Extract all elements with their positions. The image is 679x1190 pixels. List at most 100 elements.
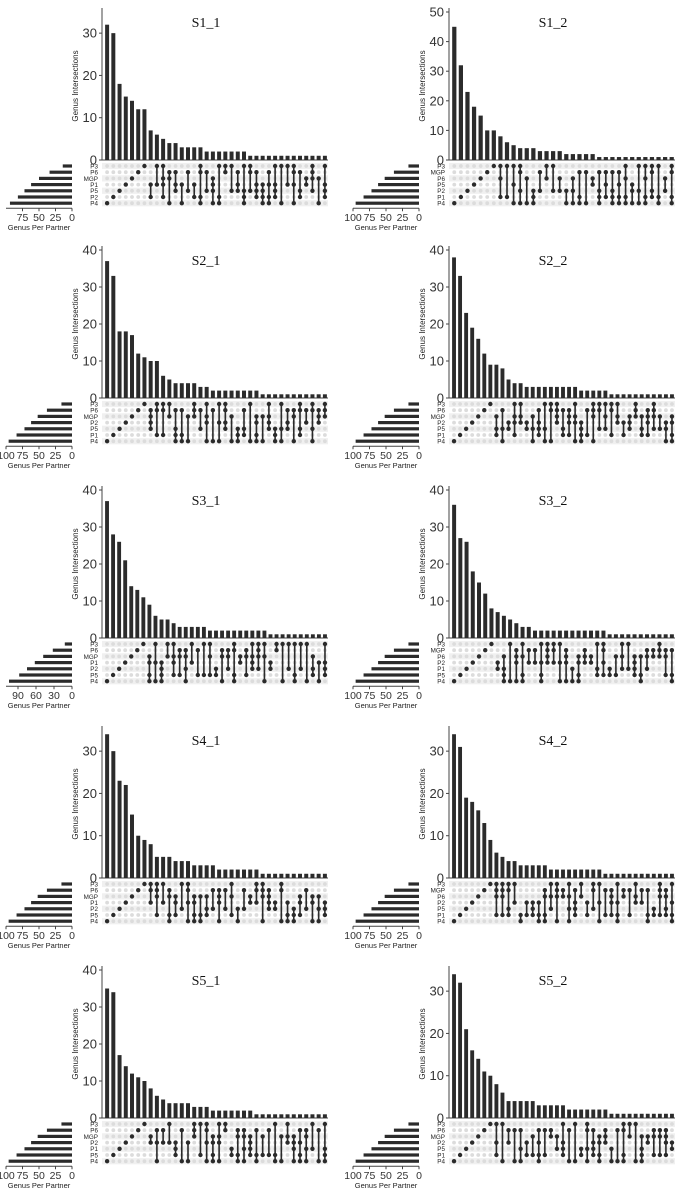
matrix-dot-off: [148, 433, 153, 437]
matrix-dot-off: [130, 426, 134, 431]
matrix-dot-off: [136, 426, 141, 431]
intersection-bar: [670, 873, 674, 878]
intersection-bar: [557, 151, 562, 160]
matrix-dot-off: [117, 420, 122, 425]
matrix-dot-off: [186, 402, 190, 406]
matrix-dot-off: [639, 1122, 644, 1126]
matrix-dot-off: [316, 170, 321, 175]
matrix-dot-off: [561, 882, 565, 886]
matrix-dot-off: [285, 188, 290, 193]
matrix-dot-off: [220, 642, 224, 646]
matrix-dot-on: [627, 1134, 632, 1139]
matrix-dot-off: [285, 894, 290, 899]
intersection-bar: [117, 83, 122, 160]
matrix-dot-off: [167, 1153, 172, 1157]
set-label: P2: [90, 194, 98, 201]
set-size-bar: [408, 882, 419, 886]
matrix-dot-off: [491, 170, 496, 175]
matrix-dot-off: [304, 913, 309, 917]
intersection-bar: [633, 394, 638, 398]
intersection-bar: [500, 1092, 505, 1118]
matrix-dot-off: [530, 1159, 535, 1164]
matrix-dot-off: [105, 402, 110, 406]
intersection-bar: [130, 335, 134, 398]
matrix-dot-on: [142, 163, 147, 169]
matrix-dot-off: [173, 1128, 178, 1133]
matrix-dot-off: [470, 654, 475, 659]
matrix-dot-off: [545, 673, 550, 677]
matrix-dot-off: [533, 642, 537, 646]
matrix-dot-off: [111, 170, 116, 175]
matrix-dot-off: [452, 182, 457, 187]
matrix-dot-off: [591, 913, 596, 917]
matrix-dot-off: [488, 408, 493, 413]
matrix-dot-off: [555, 426, 559, 431]
intersection-bar: [111, 992, 116, 1118]
intersection-bar: [235, 390, 240, 398]
intersection-bar: [123, 1066, 128, 1118]
matrix-dot-off: [464, 433, 469, 437]
matrix-dot-off: [214, 679, 218, 684]
matrix-dot-off: [223, 919, 228, 924]
matrix-dot-off: [130, 164, 134, 168]
matrix-dot-off: [548, 1140, 553, 1145]
set-size-bar: [371, 907, 419, 911]
matrix-dot-off: [495, 679, 500, 684]
intersection-bar: [603, 390, 608, 398]
matrix-dot-off: [452, 1128, 456, 1133]
set-label: P4: [90, 919, 98, 926]
set-size-tick-label: 0: [69, 450, 75, 462]
matrix-dot-on: [104, 439, 110, 444]
matrix-dot-off: [304, 426, 309, 431]
intersection-bar: [464, 312, 469, 398]
intersection-bar: [458, 982, 463, 1118]
matrix-dot-off: [254, 919, 259, 924]
intersection-bar: [285, 155, 290, 160]
matrix-dot-off: [179, 913, 184, 917]
intersection-bar: [539, 630, 544, 638]
matrix-dot-off: [657, 433, 662, 437]
matrix-dot-off: [633, 420, 638, 425]
matrix-dot-off: [482, 900, 487, 905]
matrix-dot-on: [645, 1140, 650, 1145]
matrix-dot-off: [235, 164, 240, 168]
matrix-dot-off: [136, 913, 141, 917]
matrix-dot-on: [136, 170, 141, 175]
matrix-dot-off: [260, 170, 265, 175]
matrix-dot-off: [567, 439, 571, 444]
matrix-dot-on: [123, 420, 128, 425]
matrix-dot-off: [476, 906, 481, 911]
matrix-dot-off: [485, 195, 490, 199]
matrix-dot-off: [536, 1122, 541, 1126]
matrix-dot-off: [524, 1159, 529, 1164]
intersection-bar: [627, 394, 632, 398]
matrix-dot-off: [298, 201, 302, 206]
matrix-dot-off: [482, 1140, 487, 1145]
set-size-tick-label: 25: [50, 1170, 62, 1182]
intersection-bar: [508, 619, 513, 638]
intersection-bar: [204, 865, 209, 878]
intersection-bar: [613, 634, 618, 638]
intersection-bar: [536, 865, 541, 878]
matrix-dot-off: [161, 913, 166, 917]
matrix-dot-off: [317, 654, 321, 659]
matrix-dot-off: [161, 906, 166, 911]
matrix-dot-off: [452, 906, 456, 911]
set-size-tick-label: 30: [48, 690, 60, 702]
intersection-bar: [154, 1095, 159, 1118]
matrix-dot-off: [621, 408, 626, 413]
matrix-dot-off: [148, 1153, 153, 1157]
set-label: P5: [90, 188, 98, 195]
intersection-bar: [518, 383, 523, 398]
set-size-bar: [408, 402, 419, 406]
matrix-dot-off: [111, 666, 115, 671]
intersection-bar: [198, 865, 203, 878]
intersection-bar: [142, 109, 147, 160]
intersection-bar: [670, 1113, 674, 1118]
matrix-dot-off: [476, 888, 481, 893]
matrix-dot-off: [633, 919, 638, 924]
matrix-dot-off: [105, 170, 110, 175]
matrix-dot-off: [489, 648, 494, 653]
matrix-dot-off: [317, 648, 321, 653]
intersection-bar: [254, 390, 259, 398]
